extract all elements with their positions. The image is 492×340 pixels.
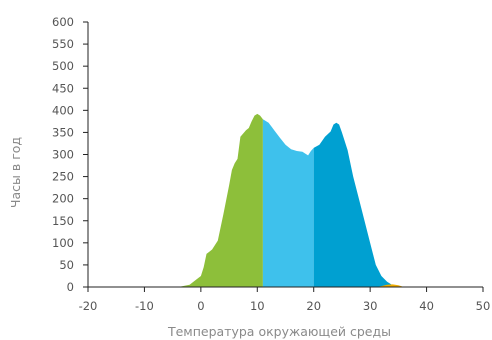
y-tick-label: 200 bbox=[52, 192, 74, 206]
y-tick-label: 500 bbox=[52, 59, 74, 73]
y-tick-label: 250 bbox=[52, 170, 74, 184]
y-tick-label: 100 bbox=[52, 236, 74, 250]
y-tick-label: 50 bbox=[59, 258, 74, 272]
y-tick-label: 300 bbox=[52, 148, 74, 162]
area-series-2 bbox=[262, 119, 314, 287]
y-tick-label: 450 bbox=[52, 81, 74, 95]
y-tick-label: 0 bbox=[67, 280, 74, 294]
y-tick-label: 400 bbox=[52, 103, 74, 117]
x-tick-label: 50 bbox=[476, 299, 491, 313]
y-tick-label: 550 bbox=[52, 37, 74, 51]
y-tick-label: 600 bbox=[52, 15, 74, 29]
x-axis-ticks: -20 -10 0 10 20 30 40 50 bbox=[79, 287, 491, 313]
x-tick-label: 10 bbox=[250, 299, 265, 313]
y-axis-label: Часы в год bbox=[8, 137, 23, 208]
x-tick-label: -20 bbox=[79, 299, 98, 313]
x-tick-label: 30 bbox=[363, 299, 378, 313]
y-tick-label: 150 bbox=[52, 214, 74, 228]
area-series-1 bbox=[178, 113, 263, 288]
area-series-4 bbox=[375, 284, 404, 287]
x-axis-label: Температура окружающей среды bbox=[167, 324, 391, 339]
y-axis-ticks: 0 50 100 150 200 250 300 350 400 450 500 550 600 bbox=[52, 15, 88, 294]
x-tick-label: 20 bbox=[306, 299, 321, 313]
x-tick-label: 40 bbox=[419, 299, 434, 313]
area-series-3 bbox=[313, 122, 399, 287]
x-tick-label: -10 bbox=[135, 299, 154, 313]
y-tick-label: 350 bbox=[52, 125, 74, 139]
x-tick-label: 0 bbox=[197, 299, 204, 313]
area-series-group bbox=[178, 113, 404, 288]
